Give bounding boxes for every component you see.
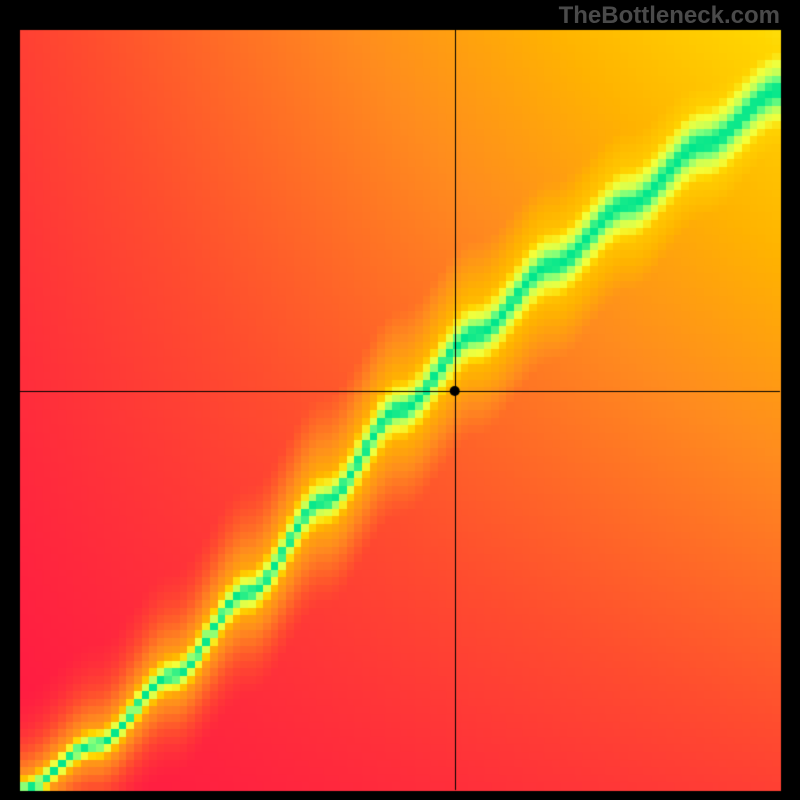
watermark-text: TheBottleneck.com (559, 2, 780, 30)
bottleneck-heatmap (0, 0, 800, 800)
chart-container: { "watermark": { "text": "TheBottleneck.… (0, 0, 800, 800)
